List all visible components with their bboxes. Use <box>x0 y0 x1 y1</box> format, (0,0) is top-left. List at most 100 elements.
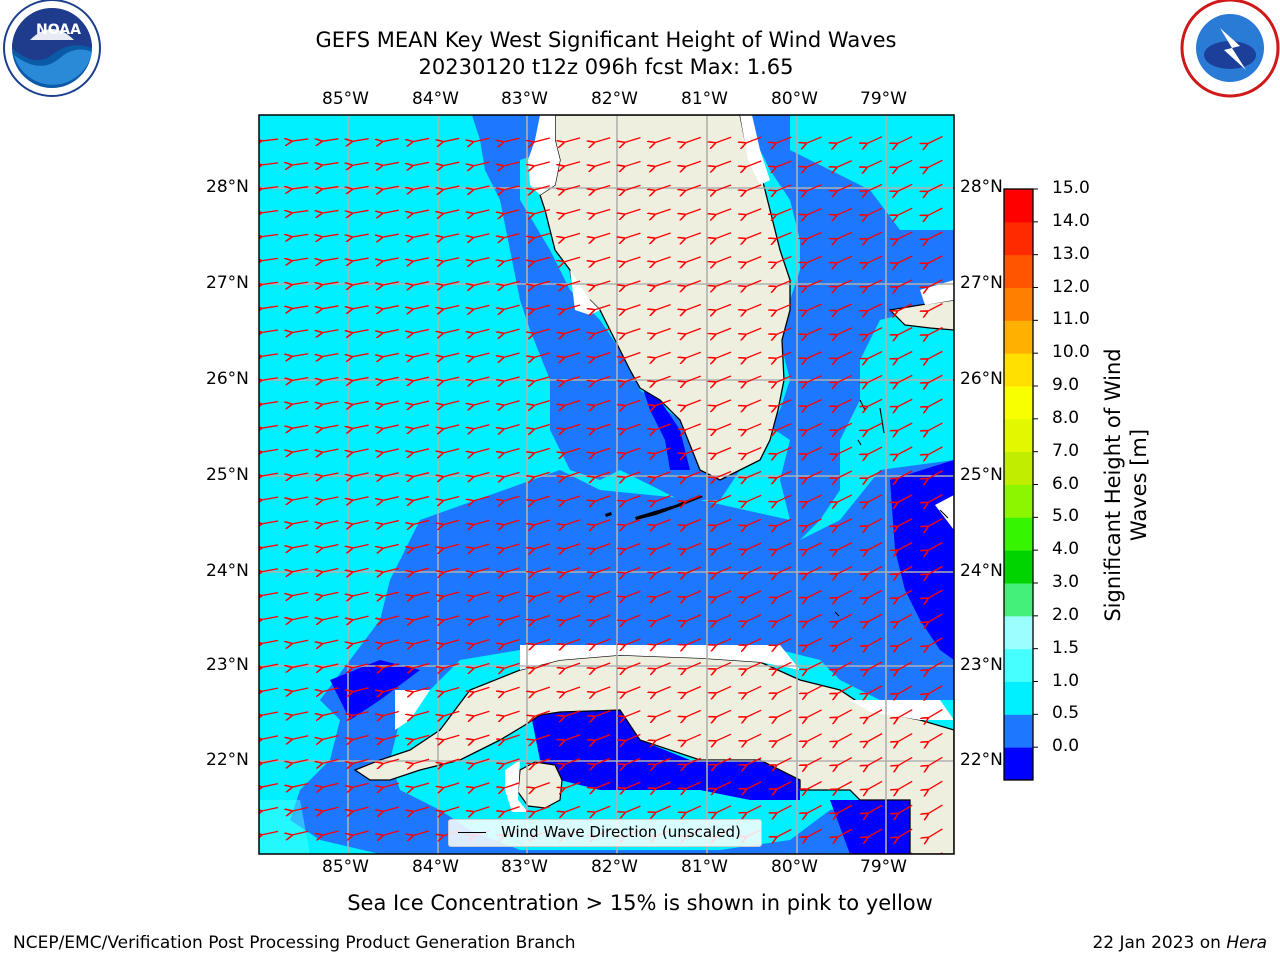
wind-arrow <box>262 258 279 260</box>
wind-arrow <box>929 613 943 622</box>
wind-arrow <box>656 375 671 381</box>
wind-arrow <box>929 828 943 837</box>
wind-arrow <box>595 423 611 429</box>
wind-arrow <box>444 328 460 333</box>
wind-arrow <box>625 519 641 526</box>
wind-arrow <box>716 614 732 621</box>
wind-arrow <box>565 471 581 477</box>
wind-arrow <box>414 663 430 668</box>
wind-arrow <box>838 757 853 766</box>
wind-arrow <box>626 781 641 788</box>
wind-arrow <box>413 233 430 237</box>
wind-arrow <box>928 517 943 527</box>
wind-arrow <box>474 376 490 381</box>
wind-arrow <box>928 565 943 574</box>
lon-label: 81°W <box>681 857 728 877</box>
wind-arrow <box>262 687 279 691</box>
wind-arrow <box>535 590 551 597</box>
wind-arrow <box>807 781 822 789</box>
wind-arrow <box>928 422 943 431</box>
wind-arrow <box>323 544 339 548</box>
wind-arrow <box>716 279 732 287</box>
land-florida <box>539 115 791 481</box>
wind-arrow <box>383 855 398 859</box>
wind-arrow <box>474 447 490 453</box>
wind-arrow <box>868 279 883 287</box>
wind-arrow <box>868 733 883 742</box>
wind-arrow <box>383 137 399 142</box>
wind-arrow <box>323 591 339 595</box>
wind-arrow <box>928 159 943 167</box>
wind-arrow <box>595 471 611 477</box>
wind-arrow <box>474 734 490 740</box>
wind-arrow <box>444 233 460 238</box>
wind-arrow <box>898 565 913 574</box>
wind-arrow <box>747 709 762 717</box>
wind-arrow <box>898 374 913 382</box>
wind-arrow <box>262 378 279 380</box>
wind-arrow <box>262 449 279 452</box>
wind-arrow <box>323 496 339 500</box>
colorbar-segment <box>1004 353 1033 387</box>
wind-arrow <box>262 663 279 667</box>
wind-arrow <box>656 447 671 454</box>
wind-arrow <box>807 160 822 167</box>
wind-arrow <box>353 400 369 404</box>
wind-arrow <box>292 400 309 405</box>
wind-arrow <box>929 756 943 765</box>
wind-arrow <box>353 472 369 476</box>
wind-arrow <box>383 352 399 356</box>
wind-arrow <box>595 232 611 238</box>
wind-arrow <box>383 734 399 739</box>
wind-arrow <box>504 495 520 501</box>
wind-arrow <box>746 327 762 334</box>
wind-arrow <box>293 855 309 859</box>
wind-arrow <box>293 759 309 763</box>
colorbar-segment <box>1004 189 1033 223</box>
wind-arrow <box>595 351 611 358</box>
colorbar-segment <box>1004 386 1033 420</box>
wind-arrow <box>565 781 581 788</box>
wind-arrow <box>474 806 490 812</box>
wind-arrow <box>535 662 551 668</box>
wind-arrow <box>838 566 853 574</box>
wind-arrow <box>867 136 883 144</box>
wind-arrow <box>595 710 611 717</box>
wind-arrow <box>626 710 641 717</box>
wind-arrow <box>413 400 430 405</box>
wind-arrow <box>716 351 732 358</box>
wind-arrow <box>504 543 520 549</box>
wind-arrow <box>413 352 430 357</box>
wind-arrow <box>716 375 732 382</box>
wind-arrow <box>565 280 581 286</box>
wind-arrow <box>686 447 702 454</box>
wind-arrow <box>565 519 581 525</box>
wind-arrow <box>565 614 581 620</box>
wind-arrow <box>293 615 309 619</box>
colorbar-tick-label: 8.0 <box>1052 407 1080 428</box>
wind-arrow <box>867 159 883 168</box>
wind-arrow <box>474 137 490 142</box>
wind-arrow <box>534 304 550 309</box>
wind-arrow <box>474 280 490 285</box>
colorbar-tick-label: 0.5 <box>1052 703 1080 724</box>
wind-arrow <box>807 375 822 383</box>
wind-arrow <box>262 426 279 429</box>
wind-arrow <box>656 757 671 764</box>
wind-arrow <box>413 376 430 381</box>
wind-arrow <box>777 208 792 215</box>
wind-arrow <box>929 732 943 741</box>
wind-arrow <box>504 232 520 238</box>
wind-arrow <box>293 806 309 811</box>
wind-arrow <box>929 804 943 813</box>
wind-arrow <box>898 613 913 622</box>
wind-arrow <box>655 160 671 166</box>
wind-arrow <box>444 734 460 740</box>
colorbar-segment <box>1004 747 1033 781</box>
lon-label: 84°W <box>412 89 459 109</box>
wind-arrow <box>534 208 550 214</box>
wind-arrow <box>413 257 430 261</box>
wind-arrow <box>626 686 641 693</box>
wind-arrow <box>625 423 641 429</box>
wind-arrow <box>535 758 551 764</box>
